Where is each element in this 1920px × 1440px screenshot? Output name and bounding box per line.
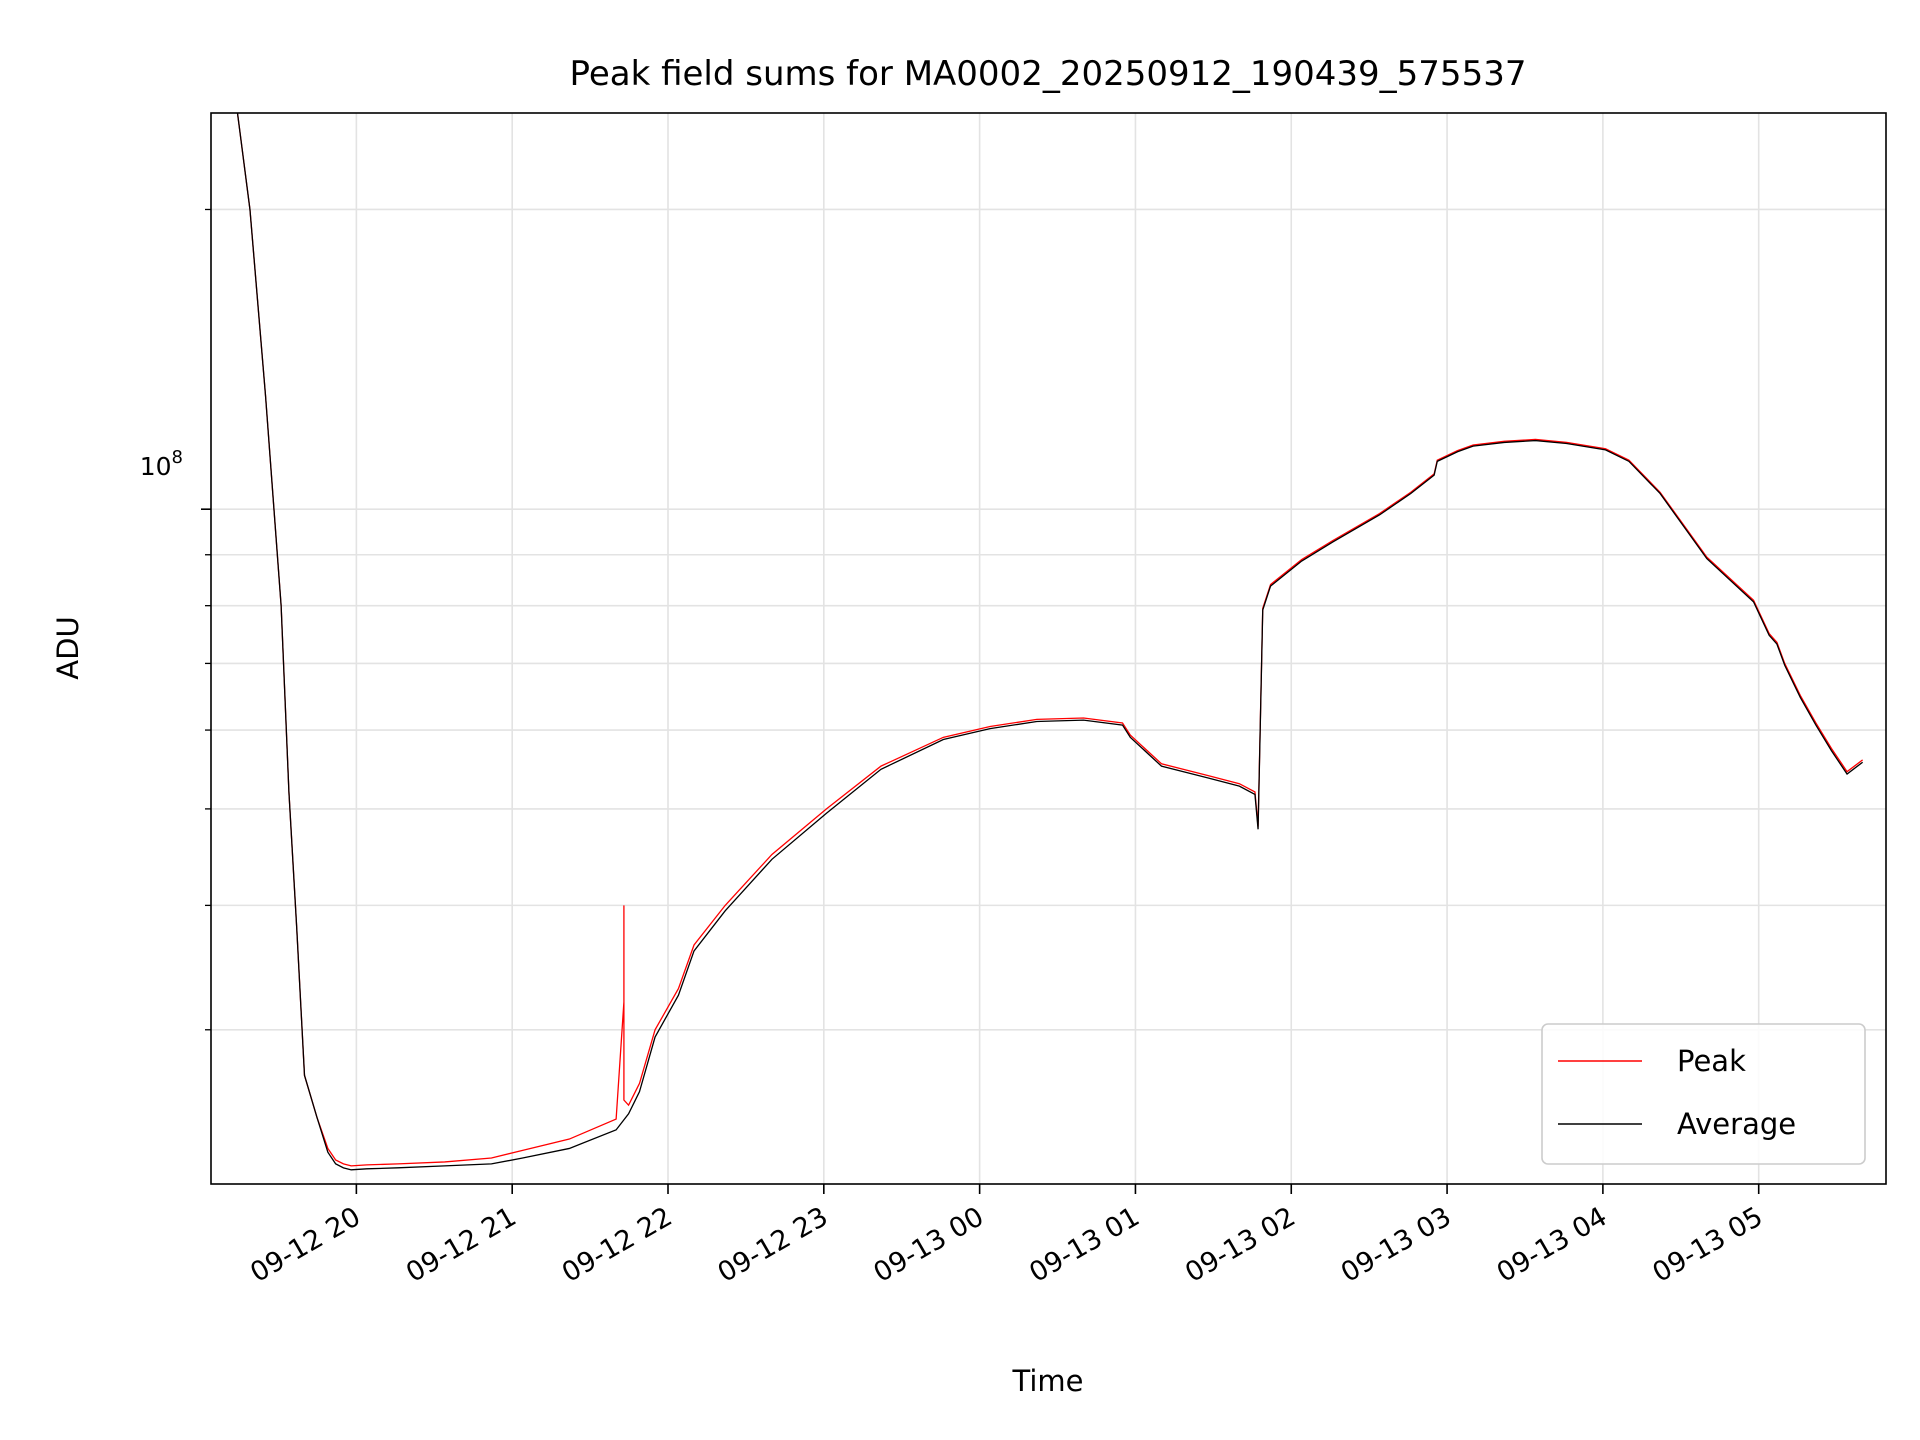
- legend-label-peak: Peak: [1677, 1044, 1746, 1078]
- series-line-peak: [236, 113, 1864, 1167]
- y-axis-label: ADU: [51, 616, 85, 679]
- x-axis-label: Time: [1012, 1364, 1084, 1398]
- legend-box: [1541, 1023, 1866, 1165]
- plot-frame: [210, 112, 1887, 1185]
- y-axis-ticks: [201, 208, 211, 1031]
- y-tick-label-1e8: 108: [140, 447, 183, 481]
- series-layer: [236, 113, 1864, 1171]
- legend-label-average: Average: [1677, 1107, 1796, 1141]
- chart-title: Peak field sums for MA0002_20250912_1904…: [570, 54, 1527, 94]
- series-line-average: [236, 113, 1864, 1171]
- legend: Peak Average: [1541, 1023, 1866, 1165]
